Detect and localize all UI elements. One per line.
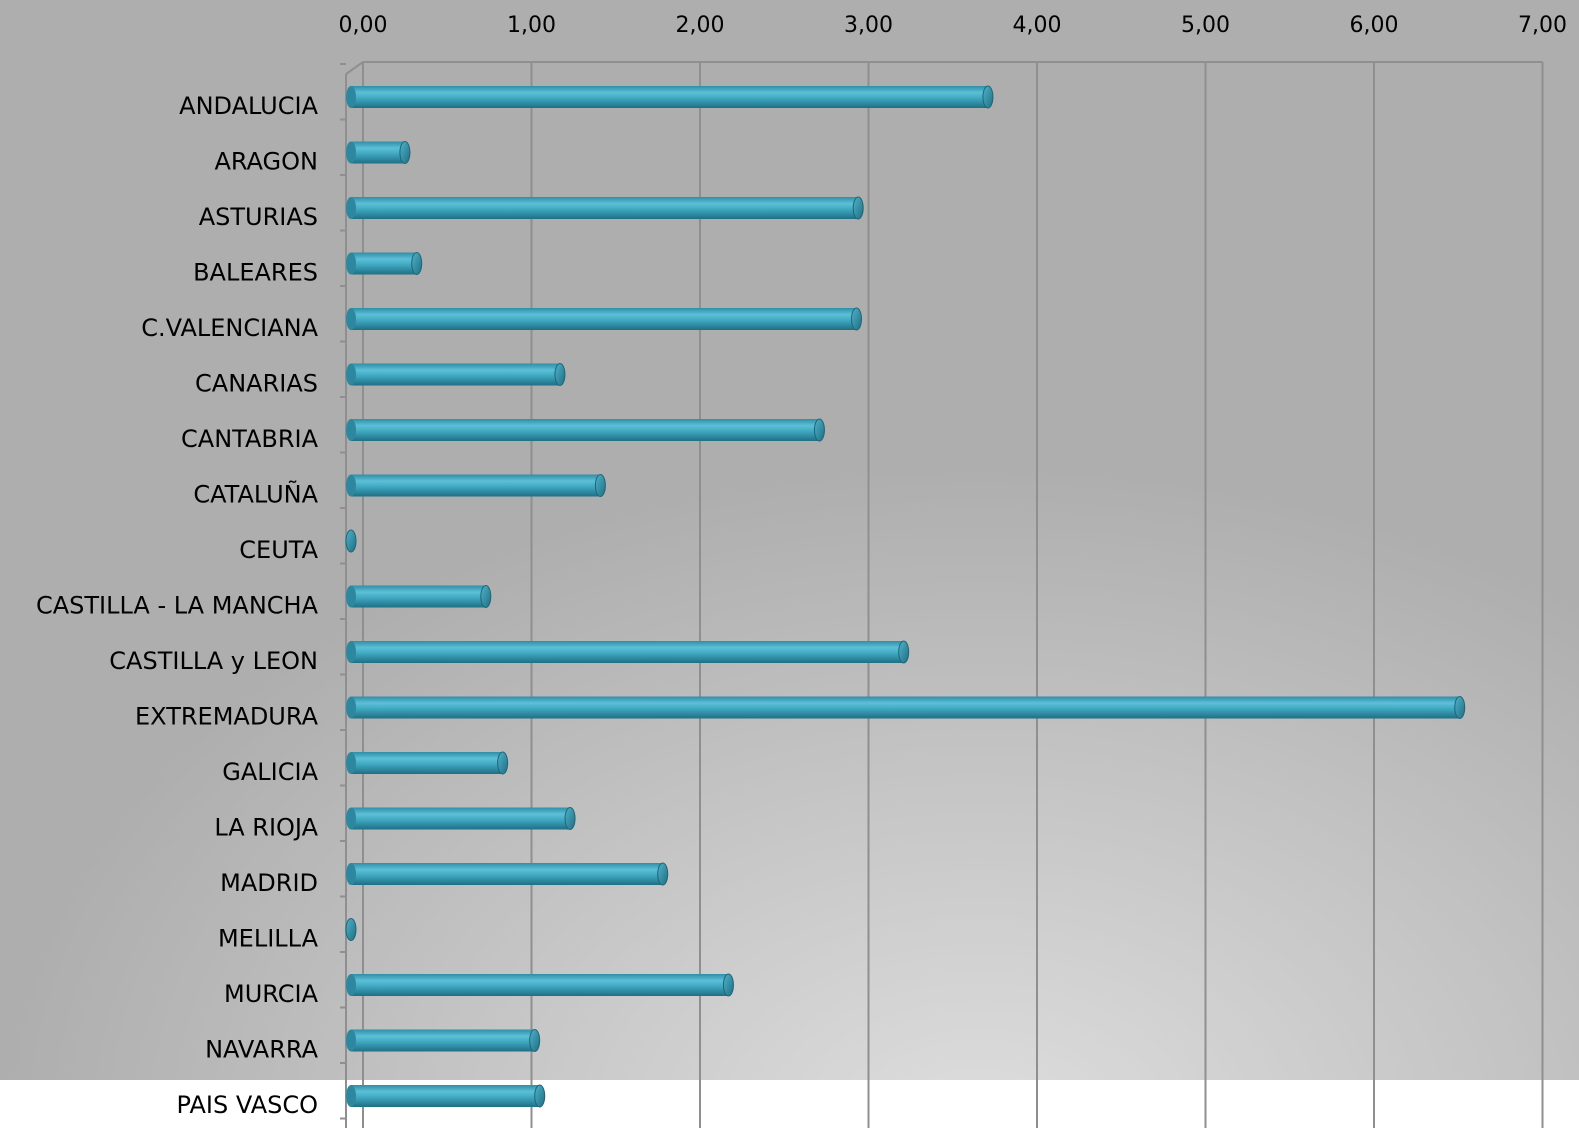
category-label: PAIS VASCO: [177, 1091, 318, 1119]
x-tick-label: 0,00: [339, 13, 388, 38]
bar-start-cap: [346, 974, 356, 996]
bar-start-cap: [346, 474, 356, 497]
bar-start-cap: [346, 641, 356, 663]
bar: [351, 252, 417, 275]
white-footer-band: [0, 1080, 1579, 1128]
bar-end-cap: [411, 252, 423, 275]
bar-start-cap: [346, 1085, 356, 1107]
bar-end-cap: [554, 363, 566, 386]
category-label: MURCIA: [224, 980, 319, 1008]
bar-end-cap: [813, 418, 825, 442]
bar-start-cap: [346, 86, 356, 108]
bar: [351, 585, 486, 608]
category-label: CANTABRIA: [181, 425, 319, 453]
bar-end-cap: [529, 1029, 541, 1052]
bar-start-cap: [346, 141, 356, 164]
category-label: MADRID: [220, 869, 318, 897]
bar-end-cap: [534, 1084, 546, 1108]
bar-end-cap: [722, 973, 734, 997]
category-label: EXTREMADURA: [135, 703, 319, 731]
gridlines: [362, 62, 1544, 1128]
bar-end-cap: [345, 918, 357, 941]
category-label: GALICIA: [222, 758, 318, 786]
category-label: ARAGON: [214, 148, 318, 176]
bar-end-cap: [480, 585, 492, 608]
y-axis-depth-line: [345, 61, 364, 75]
bar-start-cap: [346, 363, 356, 386]
category-label: ANDALUCIA: [179, 92, 318, 120]
bar-start-cap: [346, 585, 356, 608]
x-tick-label: 6,00: [1350, 13, 1399, 38]
bar-end-cap: [851, 307, 862, 331]
bar: [351, 641, 904, 663]
bar-end-cap: [657, 862, 669, 886]
bar-start-cap: [346, 252, 356, 275]
bar-start-cap: [346, 696, 356, 719]
category-label: CATALUÑA: [193, 479, 318, 509]
category-label: ASTURIAS: [199, 203, 318, 231]
bar: [351, 1029, 535, 1052]
category-label: BALEARES: [193, 259, 318, 287]
axes: [340, 61, 1543, 1128]
bar-end-cap: [852, 196, 864, 220]
bar: [351, 696, 1460, 719]
bar: [351, 1085, 540, 1107]
category-label: CEUTA: [239, 536, 318, 564]
category-label: MELILLA: [218, 925, 319, 953]
bars: [345, 85, 1466, 1108]
x-tick-label: 4,00: [1013, 13, 1062, 38]
category-label: LA RIOJA: [214, 814, 318, 842]
bar-start-cap: [346, 308, 356, 330]
bar-start-cap: [346, 1029, 356, 1052]
bar-end-cap: [1454, 696, 1466, 719]
bar: [351, 752, 503, 774]
chart-background: [0, 0, 1579, 1080]
x-tick-labels: 0,00 1,00 2,00 3,00 4,00 5,00 6,00 7,00: [339, 13, 1567, 38]
bar-end-cap: [594, 474, 606, 497]
bar: [351, 474, 601, 497]
category-label: CASTILLA y LEON: [109, 647, 318, 675]
category-label: NAVARRA: [205, 1036, 319, 1064]
category-labels: ANDALUCIA ARAGON ASTURIAS BALEARES C.VALENCI…: [36, 92, 319, 1119]
bar: [351, 807, 571, 830]
x-tick-label: 2,00: [676, 13, 725, 38]
category-label: CANARIAS: [195, 370, 318, 398]
bar-start-cap: [346, 863, 356, 885]
x-tick-label: 5,00: [1181, 13, 1230, 38]
bar: [351, 197, 859, 219]
bar-end-cap: [982, 85, 994, 109]
bar: [351, 974, 729, 996]
x-tick-label: 1,00: [507, 13, 556, 38]
bar-start-cap: [346, 807, 356, 830]
bar: [351, 86, 988, 108]
x-tick-label: 7,00: [1518, 13, 1567, 38]
bar-end-cap: [345, 529, 357, 553]
bar-end-cap: [497, 751, 509, 775]
x-tick-label: 3,00: [844, 13, 893, 38]
bar-start-cap: [346, 197, 356, 219]
bar-end-cap: [564, 807, 576, 830]
bar-end-cap: [399, 141, 411, 164]
category-label: C.VALENCIANA: [141, 314, 318, 342]
bar: [351, 363, 560, 386]
bar: [351, 141, 405, 164]
bar-start-cap: [346, 419, 356, 441]
bar: [351, 308, 857, 330]
category-label: CASTILLA - LA MANCHA: [36, 592, 319, 620]
bar: [351, 419, 820, 441]
bar-end-cap: [898, 640, 910, 664]
bar: [351, 863, 663, 885]
bar-start-cap: [346, 752, 356, 774]
